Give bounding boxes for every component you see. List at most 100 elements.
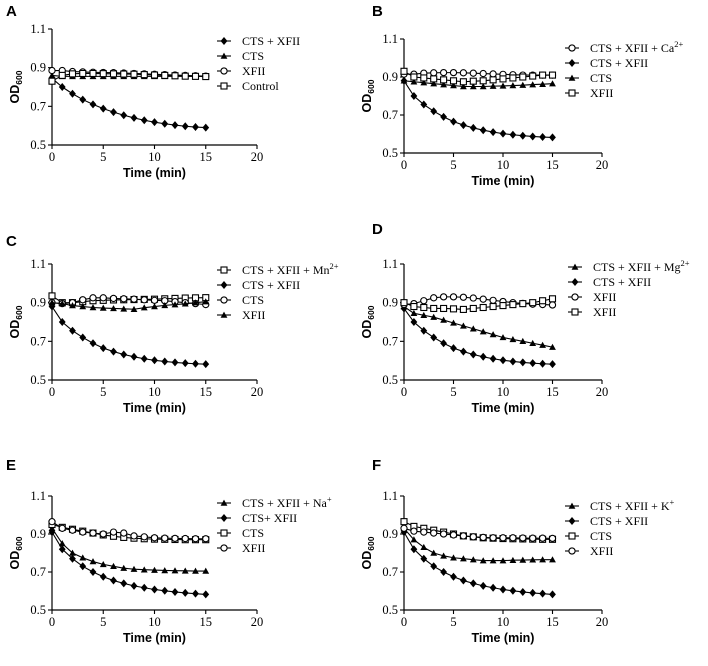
panel-letter: E — [6, 457, 16, 474]
square-marker — [48, 292, 56, 300]
diamond-marker — [110, 576, 117, 585]
diamond-marker — [58, 318, 66, 326]
circle-marker — [439, 293, 448, 301]
diamond-marker — [410, 545, 418, 554]
series-line — [403, 531, 553, 595]
triangle-marker — [69, 549, 76, 556]
x-axis-label: Time (min) — [472, 631, 535, 645]
triangle-marker — [99, 304, 107, 311]
diamond-marker — [202, 590, 210, 599]
y-tick-label: 0.9 — [30, 296, 46, 310]
circle-marker — [469, 69, 477, 77]
x-tick-label: 10 — [497, 385, 510, 399]
legend-item: XFII — [568, 290, 616, 304]
diamond-marker — [469, 350, 477, 359]
diamond-marker — [79, 333, 87, 342]
triangle-marker — [171, 567, 179, 574]
diamond-marker — [99, 104, 107, 113]
legend-label: CTS — [242, 526, 264, 540]
triangle-marker — [549, 556, 556, 563]
legend-label-superscript: + — [327, 494, 332, 504]
y-tick-label: 0.5 — [382, 146, 398, 160]
legend-label: CTS+ XFII — [242, 511, 297, 525]
y-tick-label: 0.9 — [382, 527, 398, 541]
legend-item: Control — [217, 79, 279, 93]
diamond-marker — [430, 107, 438, 116]
x-tick-label: 10 — [148, 615, 161, 629]
triangle-marker — [509, 82, 517, 89]
diamond-marker — [151, 118, 158, 127]
diamond-marker — [140, 583, 148, 592]
square-marker — [509, 301, 517, 309]
circle-marker — [181, 534, 189, 543]
square-marker — [150, 71, 159, 79]
x-tick-label: 15 — [200, 615, 213, 629]
legend-diamond-icon — [568, 517, 576, 525]
triangle-marker — [499, 557, 507, 564]
series-2 — [48, 528, 210, 599]
diamond-marker — [99, 344, 107, 353]
series-2 — [48, 302, 210, 369]
triangle-marker — [48, 72, 56, 79]
square-marker — [400, 67, 408, 75]
y-tick-label: 0.7 — [382, 108, 398, 122]
triangle-marker — [440, 552, 447, 559]
triangle-marker — [110, 305, 117, 312]
series-line — [403, 80, 553, 138]
legend-item: CTS + XFII — [217, 278, 300, 292]
diamond-marker — [161, 357, 169, 366]
circle-marker — [459, 293, 468, 301]
legend-circle-icon — [220, 544, 228, 552]
series-line — [403, 308, 553, 365]
y-tick-label: 0.5 — [30, 373, 46, 387]
x-axis-label: Time (min) — [123, 401, 186, 415]
series-line — [403, 306, 553, 348]
diamond-marker — [151, 356, 158, 365]
x-tick-label: 5 — [450, 615, 456, 629]
diamond-marker — [202, 360, 210, 369]
diamond-marker — [479, 352, 487, 361]
legend-circle-icon — [571, 293, 579, 301]
series-line — [403, 80, 553, 88]
square-marker — [539, 297, 547, 305]
square-marker — [430, 304, 438, 313]
square-marker — [529, 299, 537, 307]
series-line — [52, 70, 206, 77]
diamond-marker — [529, 132, 537, 141]
legend-label: CTS — [590, 71, 612, 85]
diamond-marker — [519, 131, 527, 140]
x-tick-label: 10 — [148, 150, 161, 164]
legend-square-icon — [568, 532, 576, 540]
circle-marker — [459, 69, 468, 77]
diamond-marker — [192, 589, 199, 598]
legend-label: CTS + XFII + Na+ — [242, 494, 332, 510]
circle-marker — [191, 535, 200, 543]
square-marker — [548, 71, 557, 79]
legend-square-icon — [220, 529, 228, 537]
triangle-marker — [450, 319, 457, 326]
diamond-marker — [89, 100, 97, 109]
diamond-marker — [450, 117, 457, 126]
diamond-marker — [430, 333, 438, 342]
diamond-marker — [440, 339, 447, 348]
triangle-marker — [89, 304, 97, 311]
circle-marker — [161, 534, 169, 542]
diamond-marker — [130, 352, 138, 361]
x-tick-label: 15 — [546, 158, 559, 172]
triangle-marker — [151, 303, 158, 310]
circle-marker — [430, 529, 438, 537]
triangle-marker — [469, 556, 477, 563]
diamond-marker — [192, 359, 199, 368]
diamond-marker — [171, 358, 179, 367]
x-tick-label: 5 — [100, 615, 106, 629]
legend-triangle-icon — [568, 74, 576, 81]
square-marker — [548, 295, 557, 303]
circle-marker — [48, 518, 56, 526]
triangle-marker — [430, 80, 438, 87]
diamond-marker — [509, 357, 517, 366]
circle-marker — [499, 534, 507, 542]
triangle-marker — [539, 80, 546, 87]
legend-item: CTS+ XFII — [217, 511, 297, 525]
triangle-marker — [79, 554, 87, 561]
